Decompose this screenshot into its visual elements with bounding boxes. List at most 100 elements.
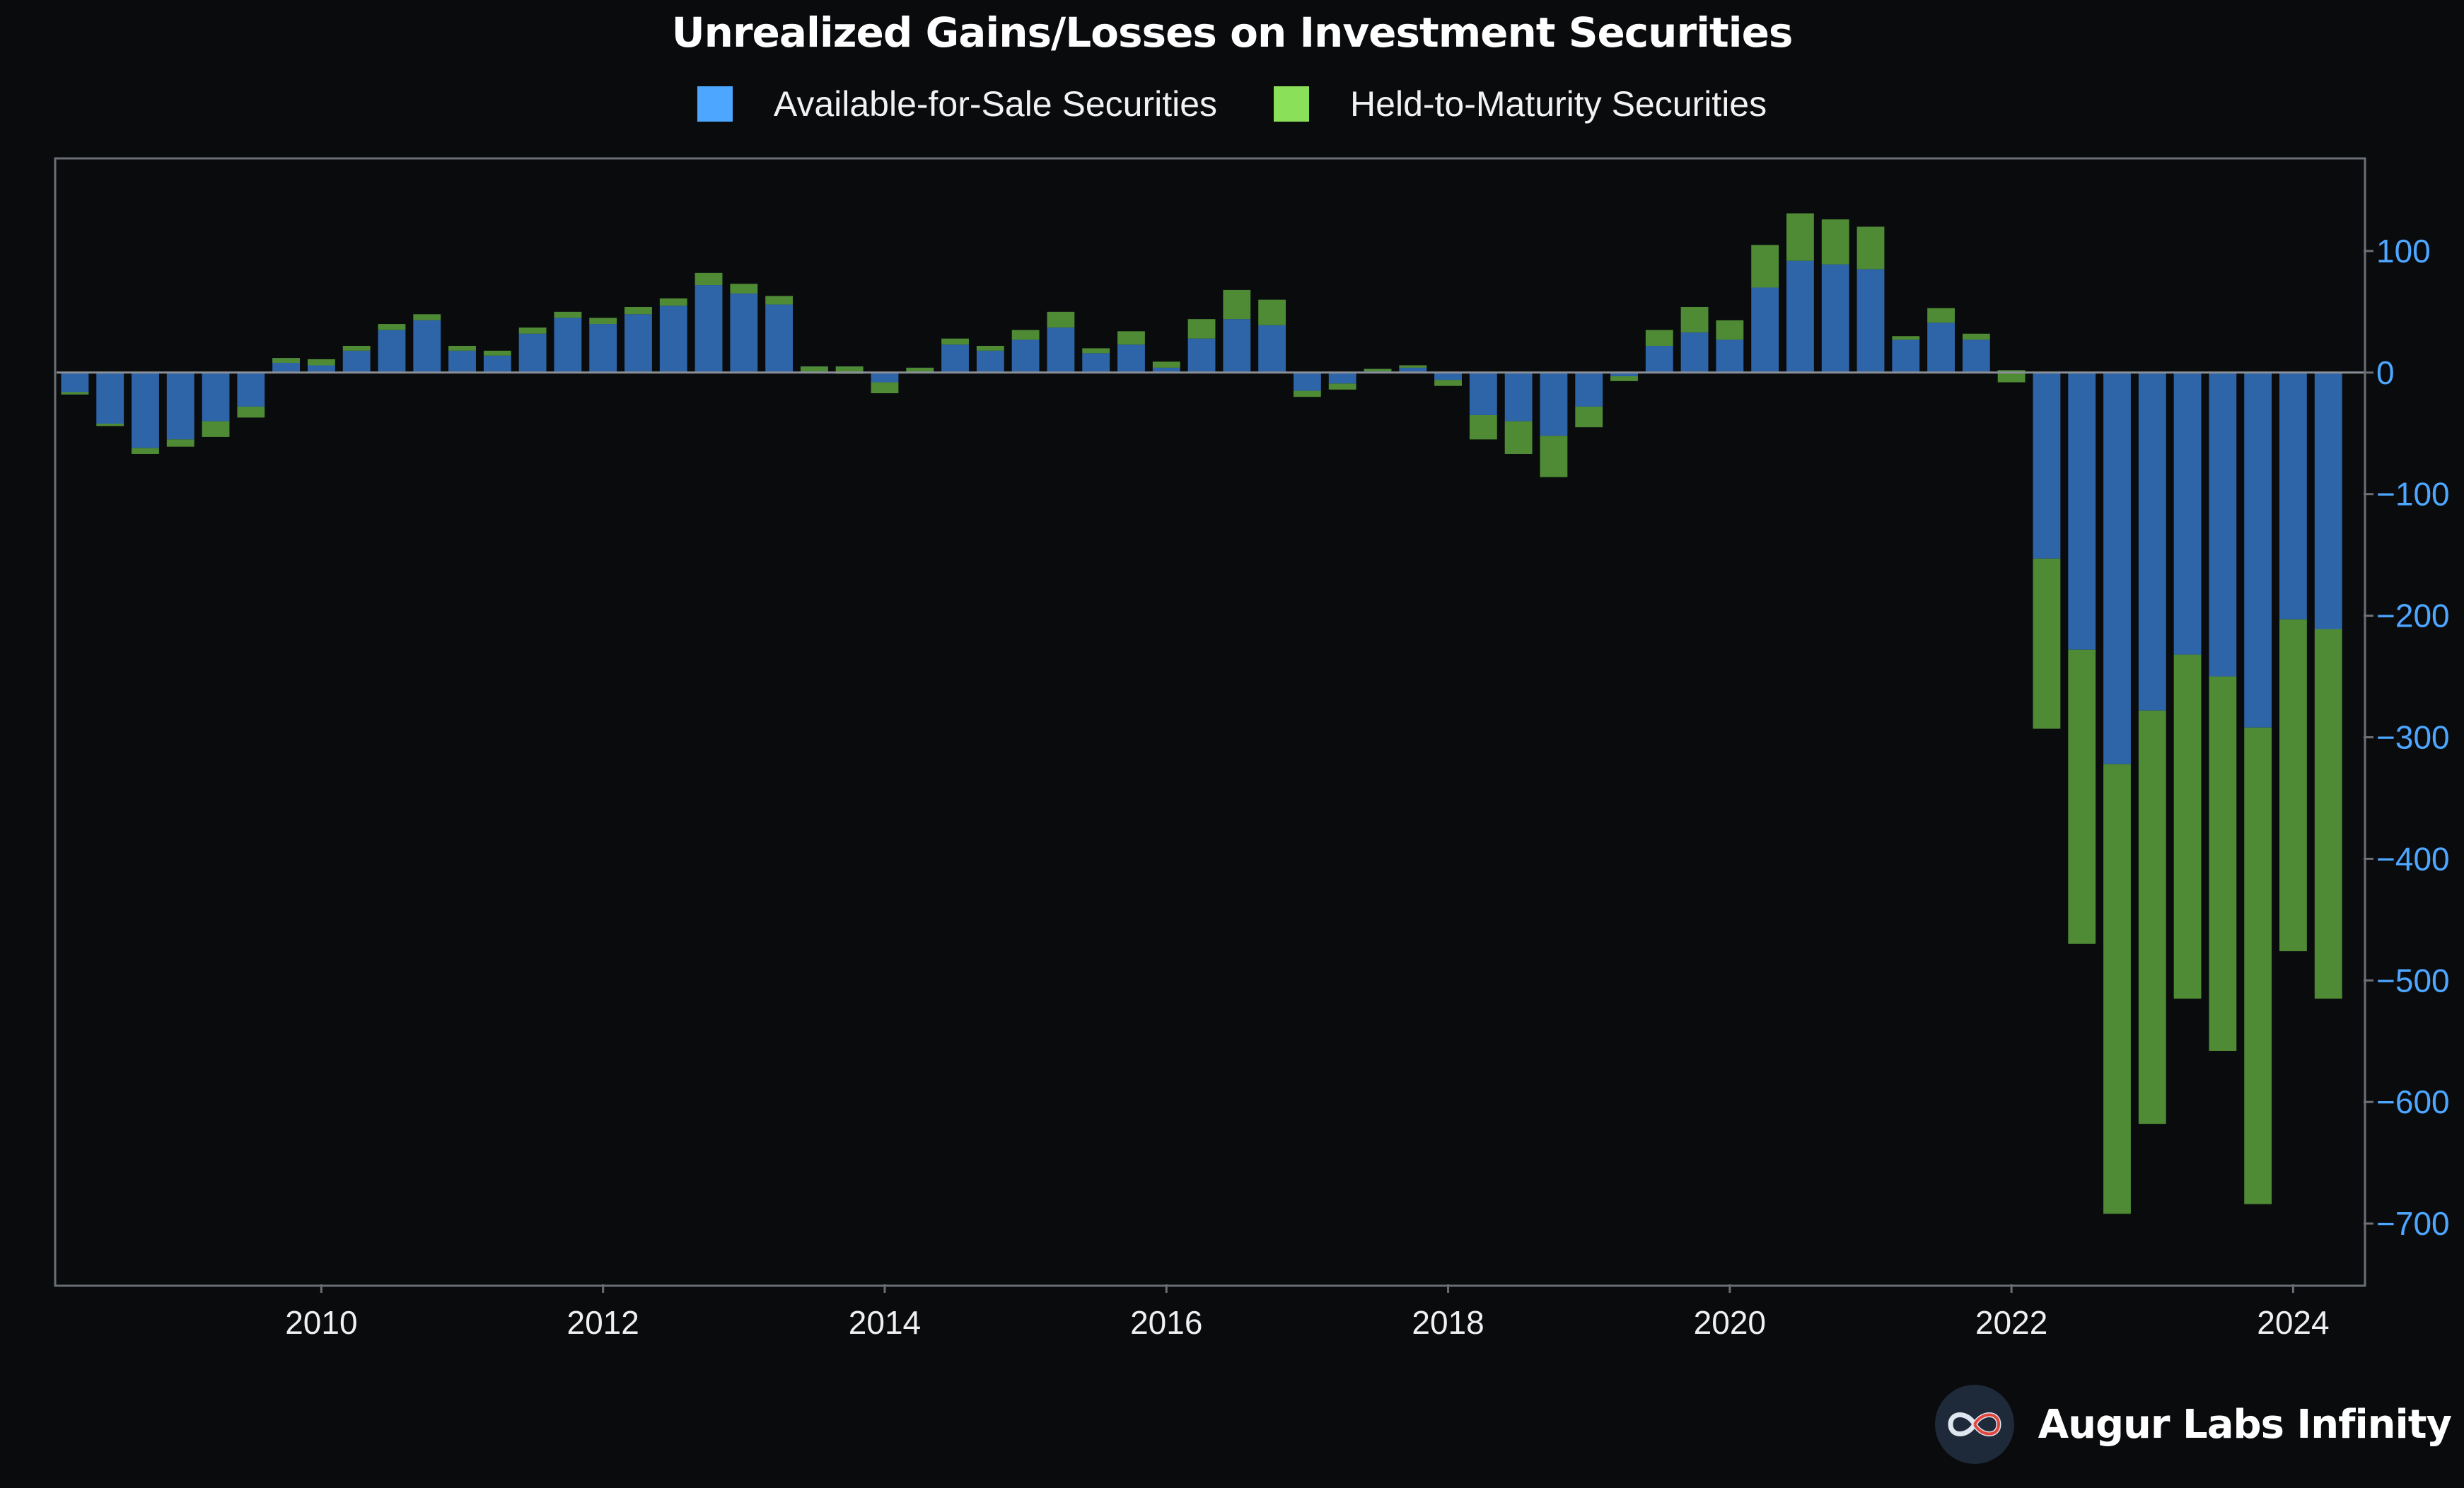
bar-afs [2138,372,2166,711]
bar-htm [1575,406,1603,428]
y-axis: 100 0 −100 −200 −300 −400 −500 −600 −700 [2364,233,2450,1242]
legend-item-afs[interactable]: Available-for-Sale Securities [697,83,1217,124]
bar-htm [483,350,511,356]
bar-htm [941,338,969,345]
bar-afs [1540,372,1568,436]
bar-afs [2209,372,2237,677]
y-tick-label: 100 [2376,233,2431,269]
bar-afs [624,314,652,373]
bar-afs [202,372,230,422]
bar-htm [1258,299,1286,325]
bar-htm [2103,764,2131,1214]
bar-htm [1082,348,1110,354]
bar-htm [2209,676,2237,1051]
bar-afs [659,306,687,373]
bar-htm [1223,289,1251,320]
brand-name: Augur Labs Infinity [2038,1401,2452,1448]
bar-htm [2068,649,2096,944]
plot-frame [54,157,2366,1287]
bars-layer [61,213,2342,1214]
bar-htm [1293,390,1321,397]
y-tick-label: −200 [2376,598,2450,634]
bar-htm [413,314,441,320]
bar-htm [1751,245,1779,288]
bar-htm [1434,380,1462,386]
bar-afs [1187,338,1216,373]
bar-afs [941,344,969,373]
bar-afs [1821,264,1849,373]
y-tick-label: −400 [2376,840,2450,877]
bar-htm [2138,710,2166,1124]
bar-htm [1328,383,1356,390]
bar-htm [448,345,476,351]
bar-htm [1399,365,1427,368]
y-tick-label: −500 [2376,962,2450,999]
legend-swatch-afs [697,86,733,122]
bar-htm [1504,421,1533,454]
x-tick-label: 2014 [849,1304,921,1341]
bar-afs [307,365,335,373]
bar-htm [1469,414,1497,440]
legend-label-htm: Held-to-Maturity Securities [1350,84,1767,124]
bar-afs [976,350,1004,373]
bar-afs [2173,372,2202,655]
bar-htm [202,421,230,437]
bar-afs [589,324,617,373]
bar-afs [1117,344,1145,373]
legend-label-afs: Available-for-Sale Securities [773,84,1218,124]
x-tick-label: 2016 [1130,1304,1202,1341]
bar-htm [1610,376,1638,381]
bar-htm [2244,727,2272,1204]
bar-afs [2279,372,2307,620]
bar-htm [1821,219,1849,265]
bar-htm [659,298,687,306]
bar-afs [2244,372,2272,728]
y-tick-label: −600 [2376,1083,2450,1120]
bar-afs [730,293,758,373]
x-axis: 2010 2012 2014 2016 2018 2020 2022 2024 [285,1284,2330,1341]
bar-afs [1399,367,1427,373]
x-tick-label: 2010 [285,1304,357,1341]
legend-item-htm[interactable]: Held-to-Maturity Securities [1274,83,1767,124]
bar-htm [1892,336,1920,340]
bar-afs [61,372,89,395]
bar-afs [1575,372,1603,407]
bar-afs [1716,339,1744,373]
bar-afs [1082,353,1110,373]
bar-afs [2068,372,2096,650]
infinity-icon [1934,1385,2014,1464]
bar-htm [2173,654,2202,999]
y-tick-label: −100 [2376,476,2450,513]
bar-htm [272,358,301,364]
brand: Augur Labs Infinity [1934,1385,2452,1464]
bar-afs [1892,339,1920,373]
bar-htm [1117,331,1145,345]
bar-htm [1856,226,1885,269]
bar-afs [1293,372,1321,391]
chart-title: Unrealized Gains/Losses on Investment Se… [671,8,1794,57]
bar-afs [413,320,441,373]
bar-htm [2314,629,2342,999]
bar-afs [871,372,899,383]
bar-afs [237,372,265,407]
bar-htm [554,311,582,318]
bar-htm [976,345,1004,351]
bar-afs [378,330,406,373]
bar-htm [730,284,758,294]
bar-htm [1187,319,1216,339]
x-tick-label: 2024 [2257,1304,2329,1341]
bar-htm [378,324,406,330]
bar-afs [1962,339,1990,373]
bar-htm [1962,333,1990,340]
bar-afs [695,285,723,373]
bar-afs [1258,325,1286,373]
bar-htm [1927,308,1955,323]
bar-afs [1469,372,1497,415]
legend-swatch-htm [1274,86,1310,122]
bar-afs [166,372,194,440]
bar-htm [61,392,89,395]
bar-afs [1328,372,1356,384]
x-tick-label: 2022 [1975,1304,2047,1341]
bar-htm [166,439,194,447]
